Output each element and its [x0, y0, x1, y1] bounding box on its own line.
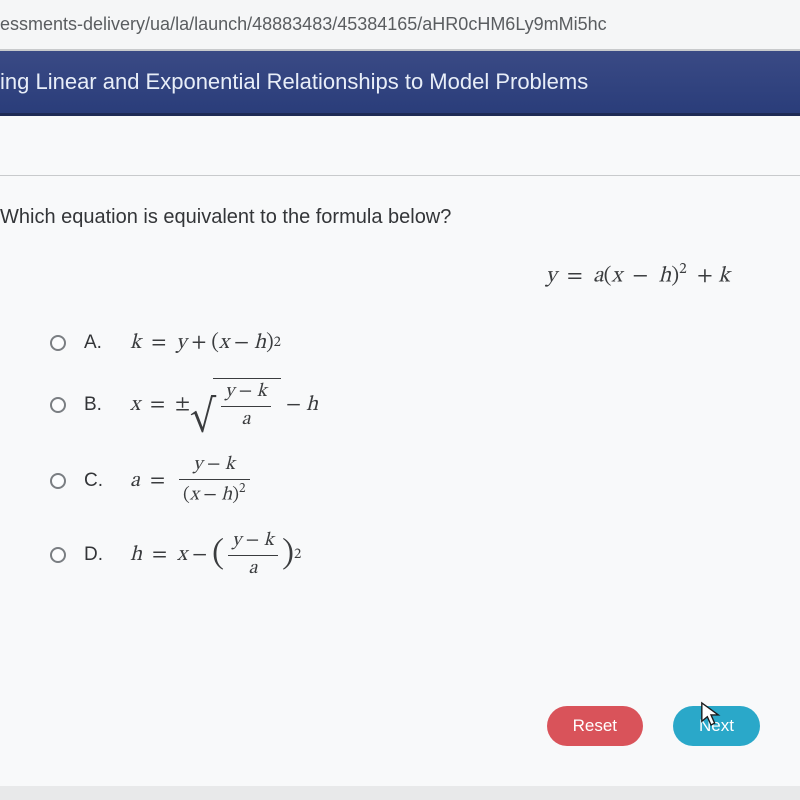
next-button[interactable]: Next	[673, 706, 760, 746]
option-c[interactable]: C. a = y − k (x − h)2	[50, 454, 800, 507]
label-a: A.	[84, 332, 108, 354]
radio-d[interactable]	[50, 547, 66, 563]
option-d[interactable]: D. h = x − ( y − k a )2	[50, 530, 800, 581]
label-d: D.	[84, 544, 108, 566]
label-c: C.	[84, 470, 108, 492]
math-d: h = x − ( y − k a )2	[130, 530, 301, 581]
reference-formula: y = a(x − h)2 + k	[0, 249, 800, 320]
option-a[interactable]: A. k = y + (x − h)2	[50, 330, 800, 356]
top-spacer	[0, 116, 800, 176]
button-row: Reset Next	[547, 706, 760, 746]
lesson-title-band: ing Linear and Exponential Relationships…	[0, 51, 800, 116]
options-list: A. k = y + (x − h)2 B. x = ± √ y − k	[0, 320, 800, 580]
radio-c[interactable]	[50, 473, 66, 489]
math-a: k = y + (x − h)2	[130, 330, 281, 356]
reset-button[interactable]: Reset	[547, 706, 643, 746]
radio-a[interactable]	[50, 335, 66, 351]
math-b: x = ± √ y − k a − h	[130, 378, 318, 432]
question-text: Which equation is equivalent to the form…	[0, 176, 800, 249]
option-b[interactable]: B. x = ± √ y − k a − h	[50, 378, 800, 432]
url-bar[interactable]: essments-delivery/ua/la/launch/48883483/…	[0, 0, 800, 51]
math-c: a = y − k (x − h)2	[130, 454, 254, 507]
label-b: B.	[84, 394, 108, 416]
radio-b[interactable]	[50, 397, 66, 413]
content-area: Which equation is equivalent to the form…	[0, 116, 800, 786]
